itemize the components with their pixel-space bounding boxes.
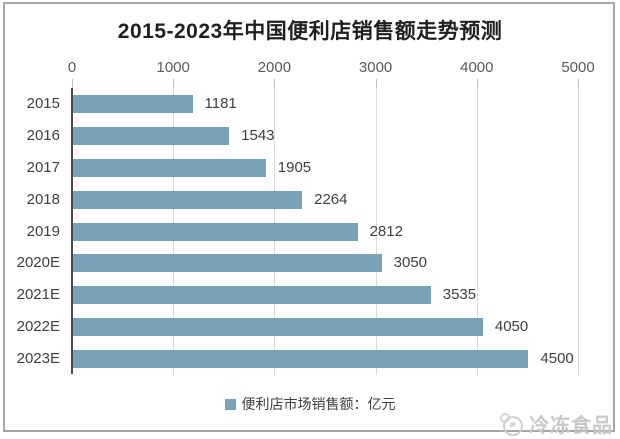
x-axis-tick-label: 3000 bbox=[358, 59, 393, 76]
category-label: 2018 bbox=[26, 190, 60, 208]
category-label: 2020E bbox=[16, 254, 60, 272]
category-label: 2022E bbox=[16, 318, 60, 336]
bar bbox=[73, 126, 230, 145]
bar bbox=[73, 286, 431, 305]
bar bbox=[73, 318, 483, 337]
x-axis-tick bbox=[578, 79, 579, 88]
legend: 便利店市场销售额：亿元 bbox=[0, 394, 620, 414]
value-label: 2812 bbox=[369, 222, 403, 240]
category-label: 2015 bbox=[26, 94, 60, 112]
category-label: 2017 bbox=[26, 158, 60, 176]
value-label: 3535 bbox=[442, 286, 477, 304]
x-axis-tick bbox=[173, 79, 175, 88]
x-axis-tick bbox=[72, 79, 73, 88]
x-axis-tick-label: 4000 bbox=[460, 59, 494, 76]
x-axis-tick bbox=[476, 79, 478, 88]
x-axis-tick-label: 0 bbox=[67, 59, 77, 76]
x-axis-tick-label: 5000 bbox=[561, 59, 595, 76]
x-axis-tick bbox=[375, 79, 377, 88]
category-label: 2016 bbox=[26, 126, 60, 144]
category-label: 2023E bbox=[16, 350, 60, 368]
x-axis-tick bbox=[274, 79, 276, 88]
gridline bbox=[476, 88, 478, 375]
value-label: 1905 bbox=[277, 158, 312, 176]
value-label: 4050 bbox=[494, 318, 529, 336]
value-label: 4500 bbox=[540, 350, 574, 368]
value-label: 2264 bbox=[314, 190, 348, 208]
bar bbox=[73, 190, 303, 209]
bar bbox=[73, 158, 266, 177]
watermark: 冷冻食品 bbox=[498, 409, 613, 438]
legend-label: 便利店市场销售额：亿元 bbox=[241, 396, 396, 412]
bar bbox=[73, 222, 358, 241]
category-label: 2021E bbox=[16, 286, 60, 304]
chart-title: 2015-2023年中国便利店销售额走势预测 bbox=[117, 20, 503, 43]
x-axis-tick-label: 1000 bbox=[156, 59, 190, 76]
bar bbox=[73, 254, 382, 273]
gridline bbox=[578, 88, 579, 375]
value-label: 3050 bbox=[393, 254, 428, 272]
circle-logo-icon bbox=[500, 412, 523, 436]
legend-swatch-icon bbox=[224, 398, 236, 410]
x-axis-tick-label: 2000 bbox=[257, 59, 292, 76]
bar bbox=[73, 350, 529, 369]
gridline bbox=[375, 88, 377, 375]
y-axis-line bbox=[71, 88, 73, 374]
value-label: 1181 bbox=[204, 94, 237, 112]
category-label: 2019 bbox=[26, 222, 60, 240]
watermark-text: 冷冻食品 bbox=[529, 415, 613, 437]
bar bbox=[73, 94, 193, 113]
value-label: 1543 bbox=[241, 126, 275, 144]
